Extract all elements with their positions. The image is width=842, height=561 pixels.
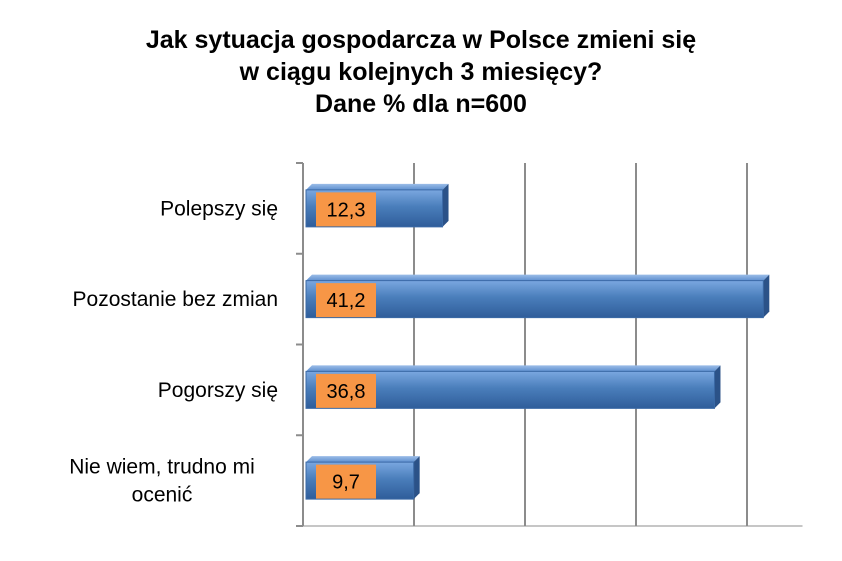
bar-top-face	[306, 274, 770, 281]
chart-title: Jak sytuacja gospodarcza w Polsce zmieni…	[0, 24, 842, 120]
category-label: ocenić	[132, 484, 193, 507]
bar-side-face	[413, 456, 420, 500]
bar-layer: 12,3 41,2 36,8 9,7	[305, 183, 770, 500]
data-label-box	[316, 373, 376, 408]
chart-title-line-2: w ciągu kolejnych 3 miesięcy?	[239, 58, 603, 86]
bar-side-face	[763, 274, 770, 318]
bar-side-face	[714, 365, 721, 409]
bar-top-face	[306, 365, 721, 372]
bar-top-face	[306, 456, 420, 463]
data-label-box	[316, 283, 376, 318]
data-label-box	[316, 192, 376, 227]
bar-top-face	[306, 183, 449, 190]
data-label-box	[316, 464, 376, 499]
bar-side-face	[442, 183, 449, 227]
category-label-layer: Polepszy się Pozostanie bez zmian Pogorszy…	[69, 197, 278, 506]
category-label: Pozostanie bez zmian	[73, 288, 278, 311]
category-label: Nie wiem, trudno mi	[69, 456, 255, 479]
chart-title-line-1: Jak sytuacja gospodarcza w Polsce zmieni…	[145, 26, 697, 54]
data-label: 9,7	[332, 472, 360, 494]
bar	[305, 280, 764, 319]
data-label: 36,8	[327, 381, 366, 403]
data-label: 41,2	[327, 290, 366, 312]
category-label: Pogorszy się	[158, 379, 278, 402]
chart-title-line-3: Dane % dla n=600	[315, 90, 527, 118]
data-label: 12,3	[327, 199, 366, 221]
category-label: Polepszy się	[160, 197, 278, 220]
